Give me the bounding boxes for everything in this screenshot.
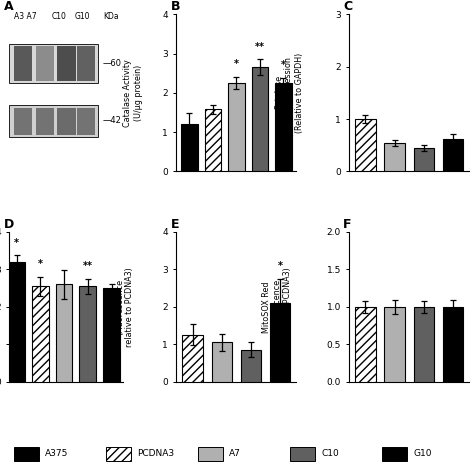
Bar (382, 447, 407, 461)
Text: B: B (171, 0, 180, 13)
Bar (77, 108, 95, 135)
Text: E: E (171, 218, 179, 231)
Bar (80, 286, 96, 382)
Bar (384, 143, 405, 172)
Bar (211, 342, 232, 382)
Text: —60: —60 (103, 59, 122, 68)
Y-axis label: Catalase Activity
(U/μg protein): Catalase Activity (U/μg protein) (123, 59, 143, 127)
Text: A375: A375 (46, 449, 69, 458)
Bar (181, 124, 198, 172)
Text: G10: G10 (413, 449, 432, 458)
Bar (103, 288, 120, 382)
Text: C: C (343, 0, 353, 13)
Text: *: * (38, 259, 43, 269)
Bar (77, 46, 95, 81)
Text: C10: C10 (52, 11, 66, 20)
Text: D: D (4, 218, 14, 231)
Y-axis label: Catalase
mRNA expression
(Relative to GAPDH): Catalase mRNA expression (Relative to GA… (274, 53, 304, 133)
Text: *: * (278, 261, 283, 271)
Text: *: * (234, 59, 239, 69)
Text: —42: —42 (103, 116, 122, 125)
Text: G10: G10 (74, 11, 90, 20)
Bar (355, 119, 376, 172)
Y-axis label: DCF
(Fluorescence
relative to PCDNA3): DCF (Fluorescence relative to PCDNA3) (105, 267, 135, 346)
Text: C10: C10 (321, 449, 339, 458)
Text: F: F (343, 218, 352, 231)
Bar (57, 108, 75, 135)
Bar (414, 307, 434, 382)
Text: *: * (14, 237, 19, 247)
Bar (252, 67, 268, 172)
Bar (8, 262, 25, 382)
Bar (36, 108, 54, 135)
Text: PCDNA3: PCDNA3 (137, 449, 174, 458)
Y-axis label: MitoSOX Red
(Fluorescence
relative to PCDNA3): MitoSOX Red (Fluorescence relative to PC… (262, 267, 292, 346)
Bar (275, 83, 292, 172)
Bar (270, 303, 291, 382)
Bar (414, 148, 434, 172)
Text: **: ** (255, 42, 265, 52)
Bar (36, 46, 54, 81)
Bar (14, 447, 39, 461)
Bar (14, 46, 32, 81)
Bar (290, 447, 315, 461)
Bar (57, 46, 75, 81)
Bar (14, 108, 32, 135)
Bar (32, 286, 49, 382)
Bar (182, 335, 203, 382)
Text: A7: A7 (229, 449, 241, 458)
Bar (443, 139, 464, 172)
Text: *: * (281, 61, 286, 71)
Text: A3 A7: A3 A7 (14, 11, 36, 20)
Bar (241, 350, 261, 382)
Text: KDa: KDa (103, 11, 118, 20)
Bar (9, 105, 98, 137)
Bar (355, 307, 376, 382)
Bar (9, 44, 98, 83)
Text: A: A (4, 0, 13, 13)
Bar (205, 109, 221, 172)
Bar (56, 284, 73, 382)
Text: **: ** (83, 261, 93, 271)
Bar (198, 447, 223, 461)
Bar (443, 307, 464, 382)
Bar (228, 83, 245, 172)
Bar (384, 307, 405, 382)
Bar (106, 447, 131, 461)
